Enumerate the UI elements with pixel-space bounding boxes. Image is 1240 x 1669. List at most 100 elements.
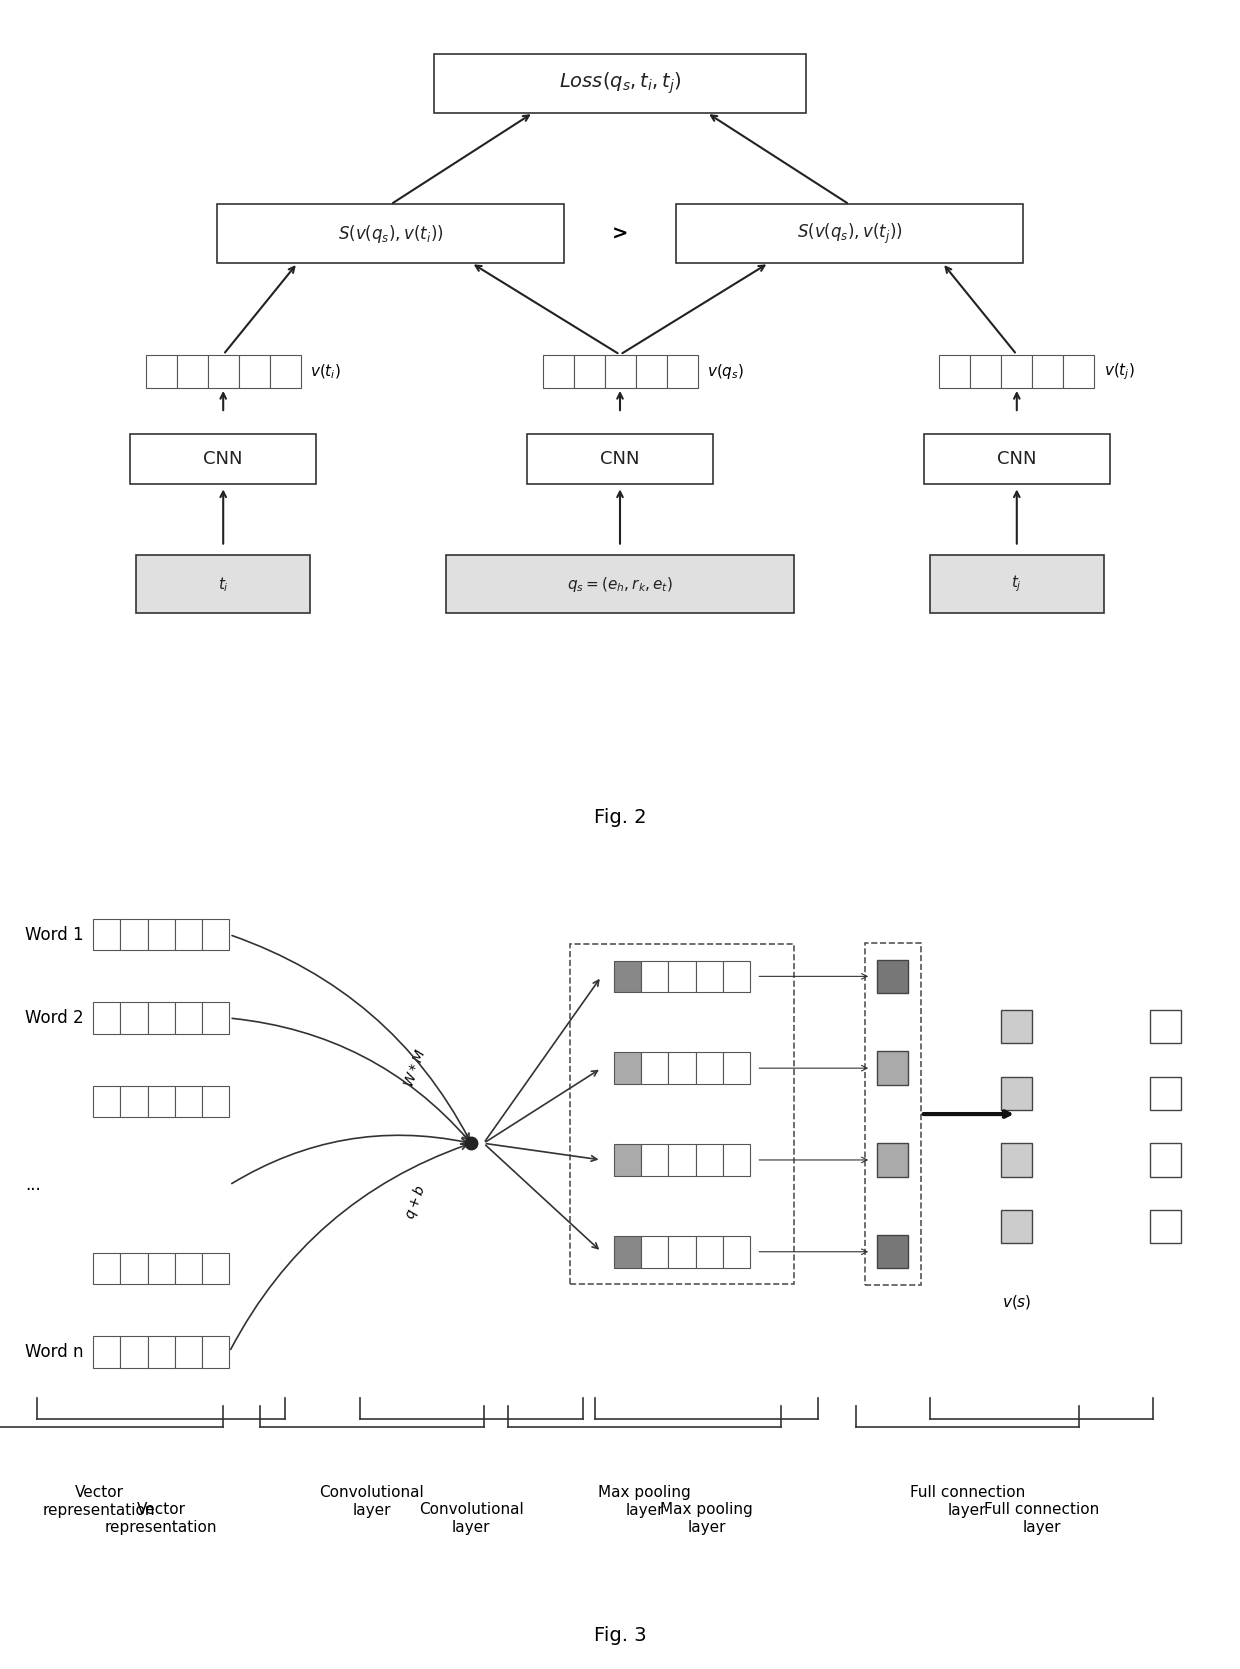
FancyBboxPatch shape bbox=[676, 205, 1023, 264]
Bar bbox=[614, 1053, 641, 1085]
Text: ...: ... bbox=[25, 1177, 41, 1193]
Text: >: > bbox=[611, 224, 629, 244]
Text: $q_s=(e_h, r_k, e_t)$: $q_s=(e_h, r_k, e_t)$ bbox=[567, 574, 673, 594]
Bar bbox=[202, 1335, 229, 1369]
Bar bbox=[1002, 1077, 1032, 1110]
Bar bbox=[202, 1252, 229, 1285]
Bar bbox=[668, 961, 696, 991]
Bar bbox=[1149, 1210, 1180, 1243]
Bar bbox=[202, 918, 229, 951]
Bar bbox=[202, 1001, 229, 1033]
Bar bbox=[175, 1252, 202, 1285]
Bar bbox=[207, 354, 238, 389]
Bar bbox=[878, 960, 908, 993]
Bar bbox=[146, 354, 176, 389]
Text: Word 1: Word 1 bbox=[25, 926, 83, 943]
Text: Full connection
layer: Full connection layer bbox=[985, 1502, 1099, 1534]
FancyBboxPatch shape bbox=[930, 554, 1104, 614]
Text: Word n: Word n bbox=[25, 1344, 83, 1360]
Text: Vector
representation: Vector representation bbox=[43, 1485, 155, 1517]
Bar bbox=[93, 1085, 120, 1118]
Bar bbox=[120, 1001, 148, 1033]
Bar bbox=[878, 1235, 908, 1268]
Bar bbox=[120, 918, 148, 951]
Bar bbox=[641, 1053, 668, 1085]
Text: $v(q_s)$: $v(q_s)$ bbox=[707, 362, 744, 381]
Text: Convolutional
layer: Convolutional layer bbox=[320, 1485, 424, 1517]
Text: Fig. 2: Fig. 2 bbox=[594, 808, 646, 828]
Bar bbox=[202, 1085, 229, 1118]
Text: $S(v(q_s), v(t_j))$: $S(v(q_s), v(t_j))$ bbox=[796, 222, 903, 245]
Bar bbox=[878, 1143, 908, 1177]
Bar bbox=[93, 918, 120, 951]
FancyBboxPatch shape bbox=[130, 434, 316, 484]
Bar bbox=[723, 1145, 750, 1175]
Bar bbox=[668, 1235, 696, 1268]
Bar bbox=[1149, 1010, 1180, 1043]
Bar bbox=[1149, 1143, 1180, 1177]
Bar bbox=[1002, 354, 1032, 389]
Bar bbox=[148, 1085, 175, 1118]
Bar bbox=[696, 1053, 723, 1085]
Text: $v(t_i)$: $v(t_i)$ bbox=[310, 362, 341, 381]
Bar bbox=[696, 1145, 723, 1175]
Bar bbox=[176, 354, 207, 389]
Bar bbox=[1002, 1210, 1032, 1243]
Bar bbox=[723, 1053, 750, 1085]
Bar bbox=[605, 354, 635, 389]
Bar bbox=[1002, 1010, 1032, 1043]
Text: CNN: CNN bbox=[997, 451, 1037, 467]
FancyBboxPatch shape bbox=[446, 554, 794, 614]
Bar bbox=[641, 961, 668, 991]
Bar bbox=[723, 1235, 750, 1268]
Text: Max pooling
layer: Max pooling layer bbox=[599, 1485, 691, 1517]
Text: $q + b$: $q + b$ bbox=[401, 1182, 430, 1222]
Text: $S(v(q_s), v(t_i))$: $S(v(q_s), v(t_i))$ bbox=[337, 222, 444, 245]
Bar bbox=[641, 1145, 668, 1175]
Bar bbox=[93, 1001, 120, 1033]
Text: $Loss(q_s, t_i, t_j)$: $Loss(q_s, t_i, t_j)$ bbox=[559, 70, 681, 97]
Text: CNN: CNN bbox=[203, 451, 243, 467]
Bar bbox=[635, 354, 667, 389]
Bar bbox=[667, 354, 697, 389]
Bar bbox=[614, 1235, 641, 1268]
Bar bbox=[175, 918, 202, 951]
Text: $t_i$: $t_i$ bbox=[218, 574, 228, 594]
FancyBboxPatch shape bbox=[924, 434, 1110, 484]
Bar bbox=[1063, 354, 1094, 389]
FancyBboxPatch shape bbox=[527, 434, 713, 484]
FancyBboxPatch shape bbox=[434, 55, 806, 113]
Bar bbox=[866, 943, 920, 1285]
Bar bbox=[614, 961, 641, 991]
Bar bbox=[878, 1051, 908, 1085]
Bar bbox=[570, 945, 794, 1285]
Bar bbox=[696, 1235, 723, 1268]
Text: Fig. 3: Fig. 3 bbox=[594, 1626, 646, 1646]
Bar bbox=[148, 1335, 175, 1369]
Bar bbox=[696, 961, 723, 991]
Text: $t_j$: $t_j$ bbox=[1012, 574, 1022, 594]
Bar bbox=[668, 1145, 696, 1175]
Text: Max pooling
layer: Max pooling layer bbox=[661, 1502, 753, 1534]
Bar bbox=[723, 961, 750, 991]
Text: $v(s)$: $v(s)$ bbox=[1002, 1293, 1032, 1310]
FancyBboxPatch shape bbox=[217, 205, 564, 264]
Bar bbox=[668, 1053, 696, 1085]
Bar bbox=[1032, 354, 1063, 389]
Bar bbox=[93, 1252, 120, 1285]
Text: Vector
representation: Vector representation bbox=[105, 1502, 217, 1534]
Bar bbox=[148, 918, 175, 951]
Bar bbox=[1149, 1077, 1180, 1110]
Bar bbox=[120, 1252, 148, 1285]
Text: $v(t_j)$: $v(t_j)$ bbox=[1104, 361, 1135, 382]
Bar bbox=[543, 354, 573, 389]
Bar bbox=[270, 354, 300, 389]
Text: Convolutional
layer: Convolutional layer bbox=[419, 1502, 523, 1534]
Bar bbox=[238, 354, 270, 389]
Bar bbox=[93, 1335, 120, 1369]
Bar bbox=[148, 1001, 175, 1033]
Bar bbox=[120, 1085, 148, 1118]
Bar bbox=[1002, 1143, 1032, 1177]
Bar bbox=[175, 1001, 202, 1033]
Bar bbox=[970, 354, 1002, 389]
